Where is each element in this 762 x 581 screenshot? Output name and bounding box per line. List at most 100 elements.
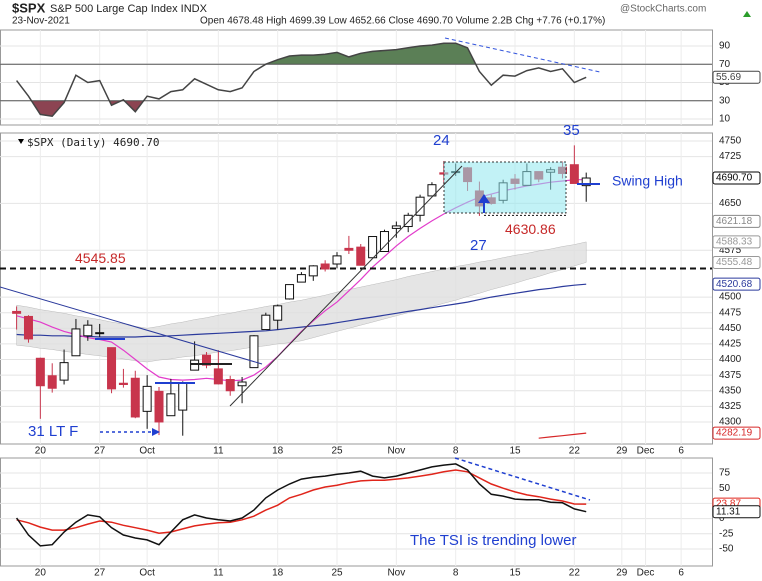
last-value-box [712, 426, 761, 440]
x-tick-label: Oct [139, 446, 155, 457]
rsi-trendline [444, 37, 601, 73]
price-title: $SPX (Daily) 4690.70 [27, 136, 159, 149]
y-tick-label: 4500 [719, 292, 742, 303]
candle-body [35, 357, 45, 387]
candle-body [225, 379, 235, 392]
candle-body [249, 335, 259, 369]
candle-body [201, 354, 211, 366]
x-tick-label: 27 [94, 446, 106, 457]
candle-body [427, 184, 437, 197]
date: 23-Nov-2021 [12, 16, 70, 27]
candle-body [59, 362, 69, 381]
candle-body [308, 265, 318, 277]
last-value-label: 11.31 [716, 506, 741, 517]
symbol: $SPX [12, 0, 46, 15]
y-tick-label: 4350 [719, 385, 742, 396]
series-line [15, 463, 587, 547]
last-value-label: 4690.70 [716, 173, 753, 184]
y-tick-label: 4400 [719, 354, 742, 365]
x-tick-label: Dec [637, 568, 655, 579]
candle-body [237, 381, 247, 387]
trendline [0, 286, 263, 365]
panel-frame [0, 132, 713, 445]
x-tick-label: 18 [272, 446, 284, 457]
annotations: $SPX S&P 500 Large Cap Index INDX 23-Nov… [0, 0, 751, 549]
x-tick-label: 27 [94, 568, 106, 579]
candle-body [344, 247, 354, 251]
candle-body [95, 332, 105, 335]
x-tick-label: 6 [678, 568, 684, 579]
series-line [16, 42, 587, 118]
candle-body [261, 314, 271, 331]
candle-body [296, 274, 306, 283]
candle-body [154, 390, 164, 423]
last-value-box [712, 505, 761, 519]
y-tick-label: 4575 [719, 245, 742, 256]
y-tick-label: 4325 [719, 401, 742, 412]
up-arrow [743, 11, 751, 17]
pointer-head [152, 428, 160, 436]
x-tick-label: 15 [509, 568, 521, 579]
y-tick-label: 4300 [719, 417, 742, 428]
x-tick-label: 8 [453, 446, 459, 457]
candle-body [71, 328, 81, 357]
annotation: 31 LT F [28, 423, 78, 440]
candle-body [320, 263, 330, 270]
last-value-label: 4621.18 [716, 216, 753, 227]
candle-body [142, 385, 152, 412]
x-tick-label: Nov [387, 568, 405, 579]
y-tick-label: 4375 [719, 370, 742, 381]
series-line [16, 469, 587, 534]
annotation: 27 [470, 237, 487, 254]
candle-body [273, 305, 283, 321]
candle-body [356, 246, 366, 266]
x-tick-label: 25 [331, 568, 343, 579]
x-tick-label: 18 [272, 568, 284, 579]
last-value-label: 4588.33 [716, 237, 753, 248]
x-tick-label: Dec [637, 446, 655, 457]
candle-body [190, 359, 200, 371]
last-value-box [712, 255, 761, 269]
x-tick-label: 15 [509, 446, 521, 457]
y-tick-label: -50 [719, 544, 734, 555]
consolidation-box [443, 161, 567, 214]
x-tick-label: 11 [213, 568, 224, 579]
candle-body [47, 375, 57, 389]
annotation: Swing High [612, 173, 683, 189]
x-tick-label: 11 [213, 446, 224, 457]
candle-body [130, 377, 140, 418]
y-tick-label: 4725 [719, 151, 742, 162]
chart-marks: 10 30 50 70 90 55.69 4300 4325 4350 4375 4400 4425 4… [0, 29, 761, 579]
moving-average [16, 283, 587, 338]
last-value-label: 23.87 [716, 499, 741, 510]
moving-average [538, 432, 587, 439]
x-tick-label: 20 [35, 446, 47, 457]
x-tick-label: 22 [569, 568, 581, 579]
candle-body [403, 214, 413, 228]
x-tick-label: 6 [678, 446, 684, 457]
candle-body [118, 382, 128, 385]
y-tick-label: 10 [719, 114, 731, 125]
y-tick-label: 4750 [719, 136, 742, 147]
x-tick-label: Oct [139, 568, 155, 579]
candle-body [391, 225, 401, 229]
tsi-trendline [454, 457, 591, 501]
x-tick-label: Nov [387, 446, 405, 457]
candle-body [581, 177, 591, 187]
y-tick-label: 75 [719, 468, 731, 479]
band-area [16, 241, 587, 363]
x-tick-label: 22 [569, 446, 581, 457]
trendline [229, 165, 463, 407]
y-tick-label: 4425 [719, 339, 742, 350]
y-tick-label: 70 [719, 59, 731, 70]
candle-body [166, 393, 176, 417]
last-value-box [712, 70, 761, 84]
last-value-box [712, 214, 761, 228]
candle-body [107, 347, 117, 390]
y-tick-label: 90 [719, 41, 731, 52]
candle-body [332, 255, 342, 265]
last-value-box [712, 171, 761, 185]
last-value-label: 4555.48 [716, 257, 753, 268]
last-value-label: 4282.19 [716, 428, 753, 439]
y-tick-label: -25 [719, 528, 734, 539]
